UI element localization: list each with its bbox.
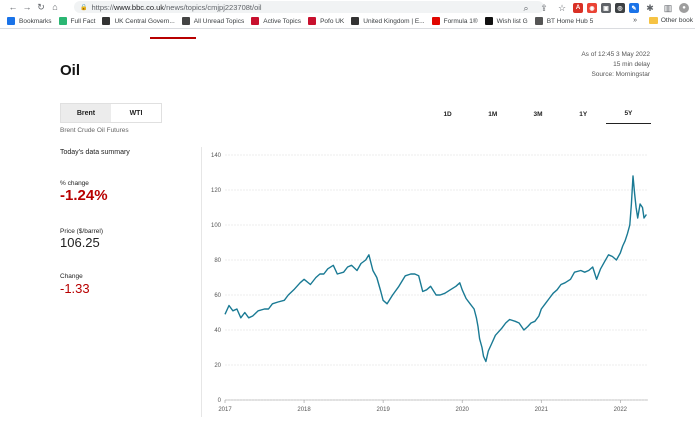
bookmark-favicon-icon <box>534 17 543 25</box>
bookmark-item[interactable]: United Kingdom | E... <box>351 17 425 25</box>
summary-divider <box>201 147 202 417</box>
other-bookmarks-label: Other book <box>660 17 693 24</box>
bookmark-label: Full Fact <box>70 17 96 25</box>
bookmark-label: UK Central Govern... <box>114 17 175 25</box>
lock-icon: 🔒 <box>80 4 88 11</box>
oil-price-chart[interactable]: 0 20 40 60 80 100 120 140 2017 2018 2019 2020 2021 20… <box>203 145 663 420</box>
price-value: 106.25 <box>60 235 100 250</box>
profile-avatar-icon[interactable]: ● <box>679 3 689 13</box>
y-tick-label: 80 <box>214 258 221 264</box>
zoom-icon[interactable]: ⌕ <box>523 2 529 13</box>
sidebar-icon[interactable]: ▥ <box>663 2 673 13</box>
x-tick-label: 2017 <box>218 407 232 413</box>
bookmark-favicon-icon <box>308 17 317 25</box>
range-tabs: 1D 1M 3M 1Y 5Y <box>425 104 652 124</box>
x-tick-label: 2019 <box>376 407 390 413</box>
pct-change-label: % change <box>60 180 89 187</box>
star-icon <box>7 17 15 25</box>
commodity-tabs: Brent WTI <box>60 103 162 123</box>
back-arrow-icon[interactable]: ← <box>8 2 18 12</box>
address-bar: ← → ↻ ⌂ 🔒 https:// www.bbc.co.uk /news/t… <box>0 0 695 14</box>
range-1d[interactable]: 1D <box>443 110 452 118</box>
camera-extension-icon[interactable]: ◎ <box>615 3 625 13</box>
bookmark-favicon-icon <box>351 17 360 25</box>
range-1y[interactable]: 1Y <box>579 110 588 118</box>
adblock-extension-icon[interactable]: ◉ <box>587 3 597 13</box>
change-value: -1.33 <box>60 281 90 296</box>
url-prefix: https:// <box>91 2 114 12</box>
range-3m[interactable]: 3M <box>533 110 543 118</box>
bookmark-label: Active Topics <box>263 17 302 25</box>
extension-icons: ⌕ ⇪ ☆ A ◉ ▣ ◎ ✎ ✱ ▥ ● <box>519 1 689 15</box>
chart-subtitle: Brent Crude Oil Futures <box>60 127 129 134</box>
forward-arrow-icon[interactable]: → <box>22 2 32 12</box>
share-icon[interactable]: ⇪ <box>540 2 548 13</box>
change-label: Change <box>60 273 83 280</box>
bookmark-item[interactable]: Bookmarks <box>7 17 52 25</box>
url-path: /news/topics/cmjpj223708t/oil <box>164 2 262 12</box>
x-tick-label: 2020 <box>456 407 470 413</box>
y-tick-label: 0 <box>218 398 222 404</box>
bookmark-favicon-icon <box>431 17 440 25</box>
bookmark-label: All Unread Topics <box>193 17 245 25</box>
bookmarks-overflow-button[interactable]: » <box>633 17 637 24</box>
tab-brent[interactable]: Brent <box>61 104 111 122</box>
other-bookmarks-button[interactable]: Other book <box>648 17 693 24</box>
folder-icon <box>648 17 658 24</box>
y-tick-label: 40 <box>214 328 221 334</box>
bookmark-item[interactable]: Formula 1® <box>431 17 478 25</box>
bookmark-label: Bookmarks <box>19 17 52 25</box>
summary-heading: Today's data summary <box>60 149 130 156</box>
y-tick-label: 120 <box>211 188 222 194</box>
y-tick-label: 20 <box>214 363 221 369</box>
pen-extension-icon[interactable]: ✎ <box>629 3 639 13</box>
data-timestamp: As of 12:45 3 May 2022 15 min delay Sour… <box>581 50 650 80</box>
x-tick-label: 2021 <box>535 407 549 413</box>
x-tick-label: 2018 <box>297 407 311 413</box>
nav-active-underline <box>150 37 196 39</box>
bookmark-favicon-icon <box>181 17 190 25</box>
bookmark-label: Formula 1® <box>443 17 478 25</box>
y-tick-label: 60 <box>214 293 221 299</box>
url-field[interactable]: 🔒 https:// www.bbc.co.uk /news/topics/cm… <box>74 1 544 13</box>
bookmark-item[interactable]: Full Fact <box>58 17 96 25</box>
bookmark-label: BT Home Hub 5 <box>546 17 594 25</box>
price-label: Price ($/barrel) <box>60 228 103 235</box>
bookmark-item[interactable]: BT Home Hub 5 <box>534 17 594 25</box>
bookmark-item[interactable]: Pofo UK <box>308 17 344 25</box>
page-title: Oil <box>60 62 81 79</box>
bookmark-label: Pofo UK <box>320 17 345 25</box>
bookmark-item[interactable]: Active Topics <box>251 17 301 25</box>
y-tick-label: 140 <box>211 153 222 159</box>
as-of-text: As of 12:45 3 May 2022 <box>581 51 650 58</box>
range-1m[interactable]: 1M <box>488 110 498 118</box>
range-5y[interactable]: 5Y <box>605 104 652 124</box>
pct-change-value: -1.24% <box>60 187 108 204</box>
bookmark-item[interactable]: Wish list G <box>484 17 528 25</box>
bookmark-favicon-icon <box>251 17 260 25</box>
bookmark-item[interactable]: All Unread Topics <box>181 17 245 25</box>
url-host: www.bbc.co.uk <box>114 2 165 12</box>
bookmark-favicon-icon <box>484 17 493 25</box>
bookmark-label: Wish list G <box>496 17 528 25</box>
media-extension-icon[interactable]: ▣ <box>601 3 611 13</box>
price-series-line <box>224 175 647 363</box>
tab-wti[interactable]: WTI <box>129 109 143 117</box>
source-text: Source: Morningstar <box>591 71 650 78</box>
bookmark-label: United Kingdom | E... <box>363 17 425 25</box>
home-icon[interactable]: ⌂ <box>52 2 58 12</box>
bookmarks-bar: Bookmarks Full Fact UK Central Govern... Al… <box>0 14 695 29</box>
delay-text: 15 min delay <box>613 61 650 68</box>
pdf-extension-icon[interactable]: A <box>573 3 583 13</box>
star-icon[interactable]: ☆ <box>557 2 567 13</box>
bookmark-favicon-icon <box>102 17 111 25</box>
bookmark-favicon-icon <box>58 17 67 25</box>
reload-icon[interactable]: ↻ <box>37 1 45 12</box>
bookmark-item[interactable]: UK Central Govern... <box>102 17 175 25</box>
y-tick-label: 100 <box>211 223 222 229</box>
puzzle-icon[interactable]: ✱ <box>646 2 654 13</box>
x-tick-label: 2022 <box>614 407 628 413</box>
